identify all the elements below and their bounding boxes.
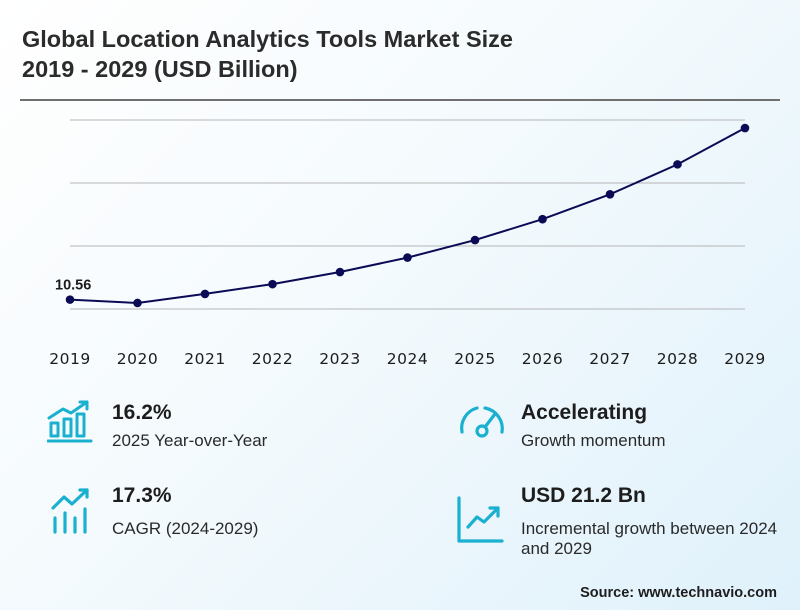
x-tick-label: 2028 (657, 350, 698, 368)
x-tick-label: 2024 (387, 350, 428, 368)
source-credit: Source: www.technavio.com (580, 585, 777, 601)
x-tick-label: 2027 (589, 350, 630, 368)
data-point (133, 298, 142, 308)
data-point (673, 160, 682, 169)
chart-title: Global Location Analytics Tools Market S… (22, 24, 513, 84)
x-tick-label: 2023 (319, 350, 360, 368)
x-tick-label: 2020 (117, 350, 158, 368)
line-chart: 2019 2020 2021 2022 2023 2024 2025 2026 2027 2028… (49, 119, 765, 368)
x-tick-label: 2029 (724, 350, 765, 368)
x-tick-label: 2022 (252, 350, 293, 368)
x-tick-label: 2019 (49, 350, 90, 368)
bar-growth-icon (47, 400, 93, 443)
kpi-label: CAGR (2024-2029) (112, 519, 259, 538)
data-point (403, 253, 412, 262)
kpi-label: Growth momentum (521, 431, 666, 450)
gauge-icon (460, 406, 504, 438)
data-point (268, 279, 277, 289)
kpi-value: 17.3% (112, 484, 172, 507)
title-divider (20, 99, 780, 101)
trend-bars-icon (51, 488, 89, 534)
line-chart-icon (457, 496, 504, 543)
chart-series (65, 123, 750, 308)
data-point (335, 267, 345, 277)
data-point (740, 123, 750, 133)
data-point (200, 289, 210, 299)
data-point (65, 295, 75, 304)
chart-grid (70, 119, 745, 310)
kpi-label: 2025 Year-over-Year (112, 431, 268, 450)
series-line (69, 127, 746, 305)
data-point (470, 235, 480, 245)
data-point (605, 190, 615, 199)
data-point (538, 214, 547, 224)
kpi-value: USD 21.2 Bn (521, 484, 646, 507)
chart-title-line-1: Global Location Analytics Tools Market S… (22, 26, 513, 52)
kpi-value: Accelerating (521, 401, 648, 424)
kpi-value: 16.2% (112, 401, 172, 424)
x-tick-label: 2021 (184, 350, 225, 368)
chart-title-line-2: 2019 - 2029 (USD Billion) (22, 56, 298, 82)
data-label: 10.56 (55, 278, 91, 294)
kpi-label: Incremental growth between 2024 and 2029 (521, 519, 778, 558)
chart-labels: 2019 2020 2021 2022 2023 2024 2025 2026 2027 2028… (49, 278, 765, 368)
x-tick-label: 2025 (454, 350, 495, 368)
x-tick-label: 2026 (522, 350, 563, 368)
